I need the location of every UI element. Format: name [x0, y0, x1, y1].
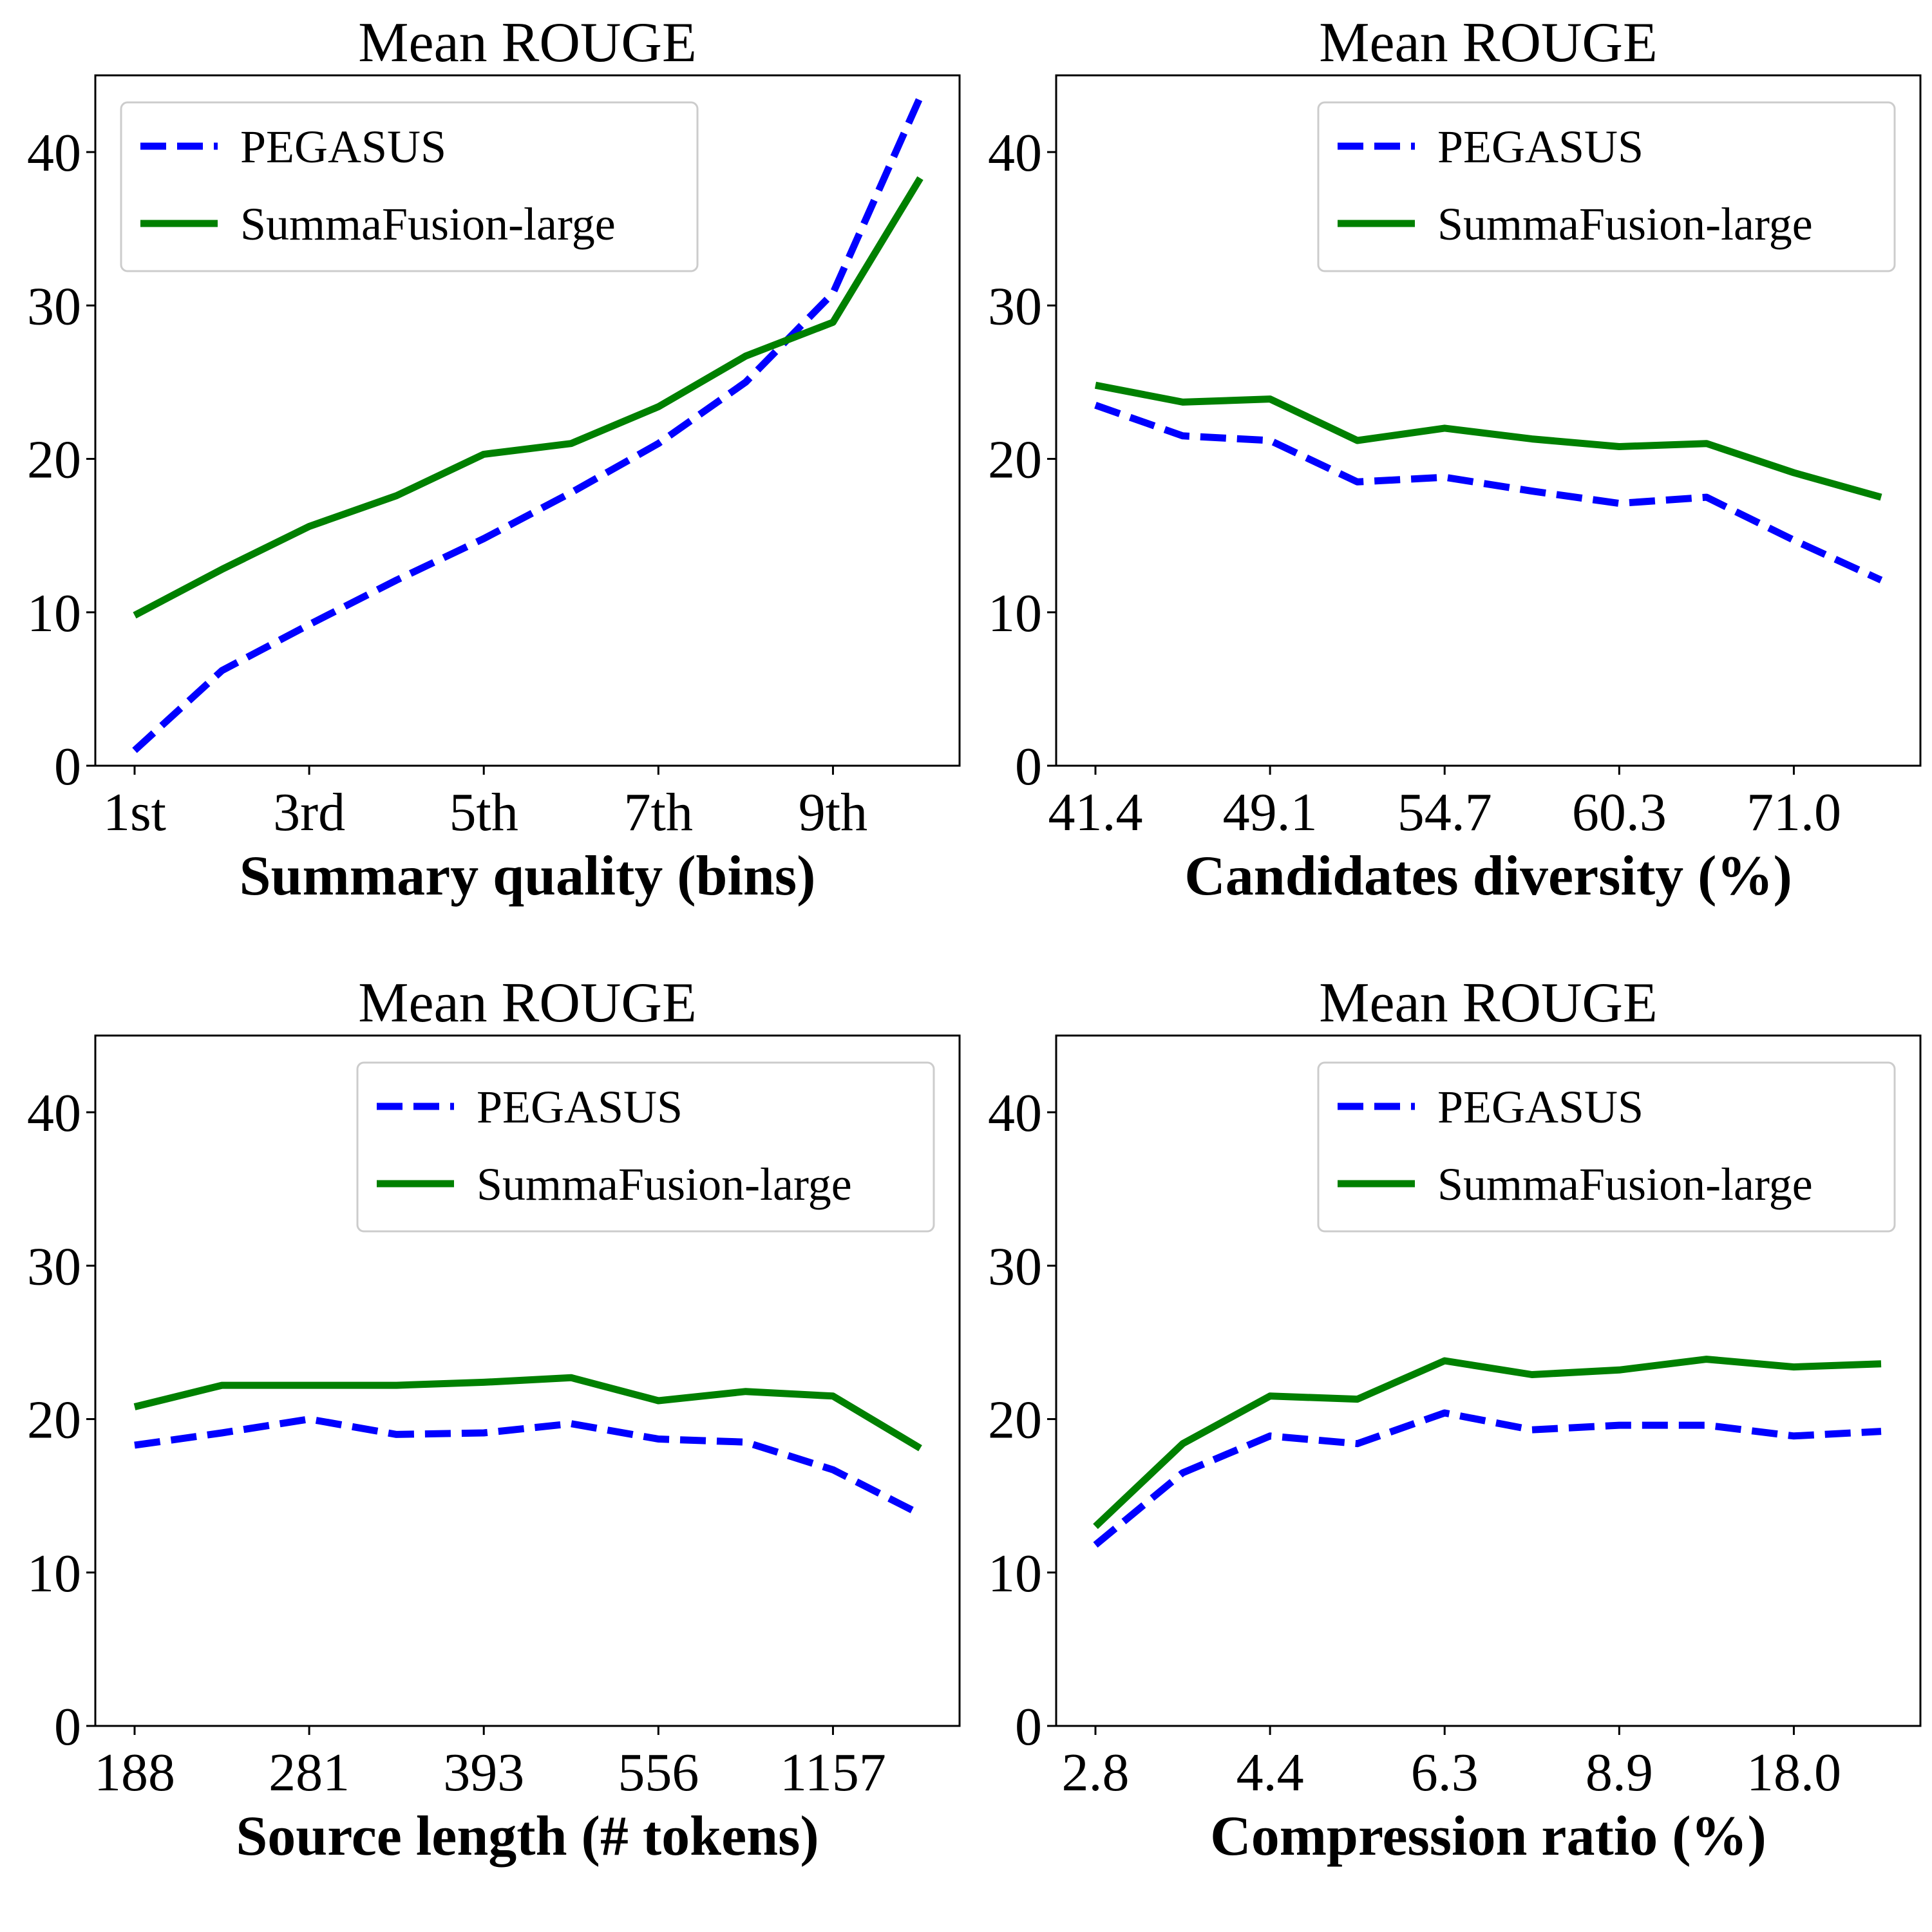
chart-title: Mean ROUGE [358, 12, 696, 74]
y-tick-label: 20 [988, 430, 1042, 490]
series-line-summafusion-large [133, 1374, 922, 1452]
x-tick-label: 4.4 [1236, 1743, 1304, 1803]
x-tick-label: 1157 [780, 1743, 886, 1803]
legend-box [120, 101, 699, 272]
axes-frame [94, 1034, 961, 1727]
y-tick-label: 30 [27, 1236, 81, 1296]
axes-frame [1055, 74, 1922, 767]
x-axis-label: Candidates diversity (%) [1184, 845, 1792, 907]
x-tick-label: 71.0 [1747, 782, 1841, 842]
y-tick-label: 20 [27, 430, 81, 490]
legend-label: PEGASUS [1437, 121, 1643, 173]
legend-label: SummaFusion-large [477, 1159, 852, 1210]
y-tick-label: 20 [27, 1390, 81, 1450]
legend-label: SummaFusion-large [240, 198, 616, 250]
x-tick-label: 556 [618, 1743, 699, 1803]
x-axis-label: Summary quality (bins) [240, 845, 816, 907]
series-line-pegasus [1093, 1409, 1882, 1548]
y-tick-label: 0 [1015, 1697, 1042, 1757]
series-line-pegasus [1094, 402, 1883, 583]
y-tick-label: 10 [988, 583, 1042, 643]
series-line-summafusion-large [1094, 381, 1882, 501]
x-tick-label: 54.7 [1397, 782, 1492, 842]
legend-label: PEGASUS [240, 121, 446, 173]
x-axis-label: Source length (# tokens) [236, 1805, 819, 1868]
legend: PEGASUS SummaFusion-large [1317, 1061, 1896, 1233]
x-tick-label: 281 [269, 1743, 350, 1803]
x-tick-label: 8.9 [1586, 1743, 1653, 1803]
y-tick-label: 30 [988, 1236, 1042, 1296]
y-tick-label: 20 [988, 1390, 1042, 1450]
chart-panel-2: Mean ROUGE 0 10 20 30 40 41.4 49.1 54.7 60.3 71.0C… [988, 12, 1922, 907]
y-tick-label: 0 [54, 737, 81, 797]
y-tick-label: 10 [988, 1544, 1042, 1604]
y-tick-label: 30 [27, 276, 81, 336]
x-axis-label: Compression ratio (%) [1210, 1805, 1766, 1868]
axes-frame [94, 74, 961, 767]
x-tick-label: 41.4 [1048, 782, 1143, 842]
series-line-summafusion-large [133, 176, 923, 619]
y-tick-label: 0 [1015, 737, 1042, 797]
y-tick-label: 40 [988, 1083, 1042, 1143]
axes-frame [1055, 1034, 1922, 1727]
x-tick-label: 393 [443, 1743, 524, 1803]
x-tick-label: 18.0 [1747, 1743, 1841, 1803]
chart-title: Mean ROUGE [1319, 12, 1657, 74]
chart-panel-1: Mean ROUGE 0 10 20 30 40 1st 3rd 5th 7th 9thSummar… [27, 12, 961, 907]
y-tick-label: 0 [54, 1697, 81, 1757]
y-tick-label: 30 [988, 276, 1042, 336]
legend-box [356, 1061, 935, 1233]
chart-title: Mean ROUGE [358, 972, 696, 1034]
legend-label: PEGASUS [477, 1081, 683, 1133]
chart-title: Mean ROUGE [1319, 972, 1657, 1034]
y-tick-label: 40 [988, 123, 1042, 183]
series-line-pegasus [134, 1416, 922, 1518]
chart-panel-3: Mean ROUGE 0 10 20 30 40 188 281 393 556 1157Sourc… [27, 972, 961, 1868]
chart-panel-4: Mean ROUGE 0 10 20 30 40 2.8 4.4 6.3 8.9 18.0Compr… [988, 972, 1922, 1868]
x-tick-label: 1st [103, 782, 166, 842]
x-tick-label: 49.1 [1223, 782, 1318, 842]
x-tick-label: 5th [450, 782, 518, 842]
x-tick-label: 3rd [273, 782, 345, 842]
y-tick-label: 40 [27, 1083, 81, 1143]
x-tick-label: 60.3 [1572, 782, 1667, 842]
legend: PEGASUS SummaFusion-large [120, 101, 699, 272]
legend: PEGASUS SummaFusion-large [356, 1061, 935, 1233]
y-tick-label: 40 [27, 123, 81, 183]
legend-label: SummaFusion-large [1437, 198, 1813, 250]
y-tick-label: 10 [27, 583, 81, 643]
x-tick-label: 188 [94, 1743, 175, 1803]
legend: PEGASUS SummaFusion-large [1317, 101, 1896, 272]
legend-box [1317, 101, 1896, 272]
y-tick-label: 10 [27, 1544, 81, 1604]
legend-box [1317, 1061, 1896, 1233]
x-tick-label: 2.8 [1062, 1743, 1130, 1803]
series-line-summafusion-large [1093, 1356, 1882, 1530]
x-tick-label: 6.3 [1411, 1743, 1479, 1803]
legend-label: SummaFusion-large [1437, 1159, 1813, 1210]
legend-label: PEGASUS [1437, 1081, 1643, 1133]
x-tick-label: 7th [624, 782, 693, 842]
x-tick-label: 9th [799, 782, 867, 842]
